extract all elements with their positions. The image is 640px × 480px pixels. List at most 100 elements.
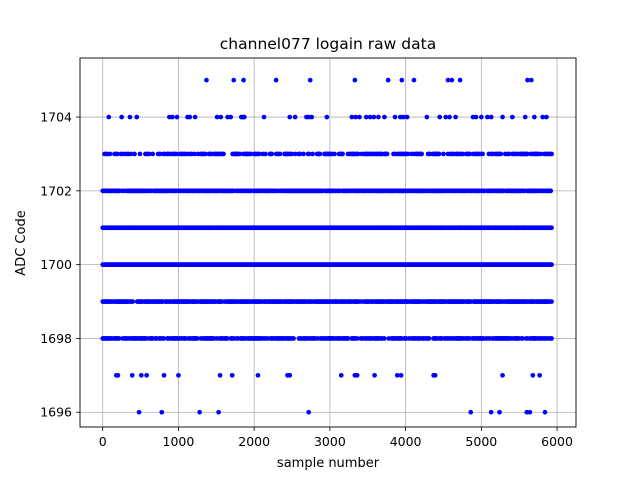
data-point	[473, 114, 479, 120]
data-point	[449, 77, 455, 83]
data-point	[301, 151, 306, 157]
data-point	[173, 151, 179, 157]
data-point	[355, 151, 361, 157]
y-axis: 1696 1698 1700 1702 1704	[40, 110, 80, 420]
data-point	[426, 336, 432, 341]
data-point	[394, 372, 400, 378]
data-point	[548, 188, 554, 194]
data-point	[530, 372, 536, 378]
y-tick-label: 1696	[40, 405, 72, 420]
data-point	[542, 409, 548, 415]
data-point	[363, 114, 369, 120]
x-tick-label: 0	[99, 434, 107, 449]
data-point	[214, 114, 220, 120]
data-point	[510, 114, 515, 120]
data-point	[524, 151, 530, 157]
data-point	[324, 114, 330, 120]
data-point	[116, 336, 122, 341]
data-point	[174, 114, 180, 120]
data-point	[136, 409, 142, 415]
data-point	[261, 114, 267, 120]
data-point	[376, 114, 381, 120]
data-point	[532, 114, 537, 120]
data-point	[441, 151, 446, 157]
y-tick-label: 1698	[40, 331, 72, 346]
x-tick-label: 4000	[390, 434, 422, 449]
data-point	[404, 114, 410, 120]
data-point	[204, 77, 209, 83]
data-point	[549, 336, 554, 341]
data-point	[528, 77, 534, 83]
data-point	[176, 372, 181, 378]
data-point	[170, 114, 175, 120]
data-point	[549, 225, 554, 231]
data-point	[522, 114, 528, 120]
data-point	[385, 77, 391, 83]
data-point	[549, 299, 554, 304]
data-point	[129, 372, 135, 378]
data-point	[192, 151, 197, 157]
data-point	[424, 114, 430, 120]
data-point	[354, 336, 360, 341]
data-point	[307, 77, 313, 83]
data-point	[309, 114, 315, 120]
data-point	[445, 77, 451, 83]
data-point	[194, 336, 200, 341]
data-point	[338, 372, 344, 378]
data-point	[357, 114, 362, 120]
data-point	[161, 372, 167, 378]
data-point	[297, 151, 303, 157]
data-point	[538, 151, 544, 157]
data-point	[241, 114, 247, 120]
data-point	[130, 299, 136, 304]
x-tick-label: 2000	[238, 434, 270, 449]
data-point	[436, 151, 442, 157]
data-point	[161, 336, 166, 341]
data-point	[443, 114, 449, 120]
data-point	[159, 409, 165, 415]
y-tick-label: 1702	[40, 183, 72, 198]
data-point	[137, 151, 143, 157]
x-tick-label: 5000	[465, 434, 497, 449]
data-point	[221, 151, 226, 157]
data-point	[146, 151, 152, 157]
data-point	[352, 77, 358, 83]
data-point	[399, 77, 405, 83]
data-point	[398, 372, 404, 378]
data-point	[382, 114, 387, 120]
data-point	[500, 114, 505, 120]
data-point	[157, 151, 163, 157]
data-point	[138, 372, 144, 378]
data-point	[354, 372, 360, 378]
data-point	[457, 77, 463, 83]
data-point	[437, 114, 443, 120]
data-point	[537, 372, 543, 378]
data-point	[229, 372, 235, 378]
data-point	[187, 114, 193, 120]
x-tick-label: 1000	[163, 434, 195, 449]
data-point	[467, 151, 473, 157]
data-point	[292, 114, 298, 120]
data-point	[203, 151, 208, 157]
data-point	[150, 151, 156, 157]
data-point	[497, 409, 502, 415]
data-point	[506, 151, 512, 157]
data-point	[114, 151, 120, 157]
data-point	[544, 114, 549, 120]
data-point	[498, 151, 504, 157]
data-point	[263, 151, 268, 157]
data-point	[384, 151, 390, 157]
data-point	[447, 114, 452, 120]
data-point	[115, 372, 121, 378]
data-point	[488, 114, 494, 120]
data-point	[306, 409, 312, 415]
data-point	[520, 336, 525, 341]
data-point	[500, 372, 505, 378]
data-point	[367, 114, 373, 120]
data-point	[128, 151, 134, 157]
data-point	[231, 77, 237, 83]
data-point	[237, 151, 243, 157]
data-point	[218, 114, 224, 120]
data-point	[277, 151, 283, 157]
